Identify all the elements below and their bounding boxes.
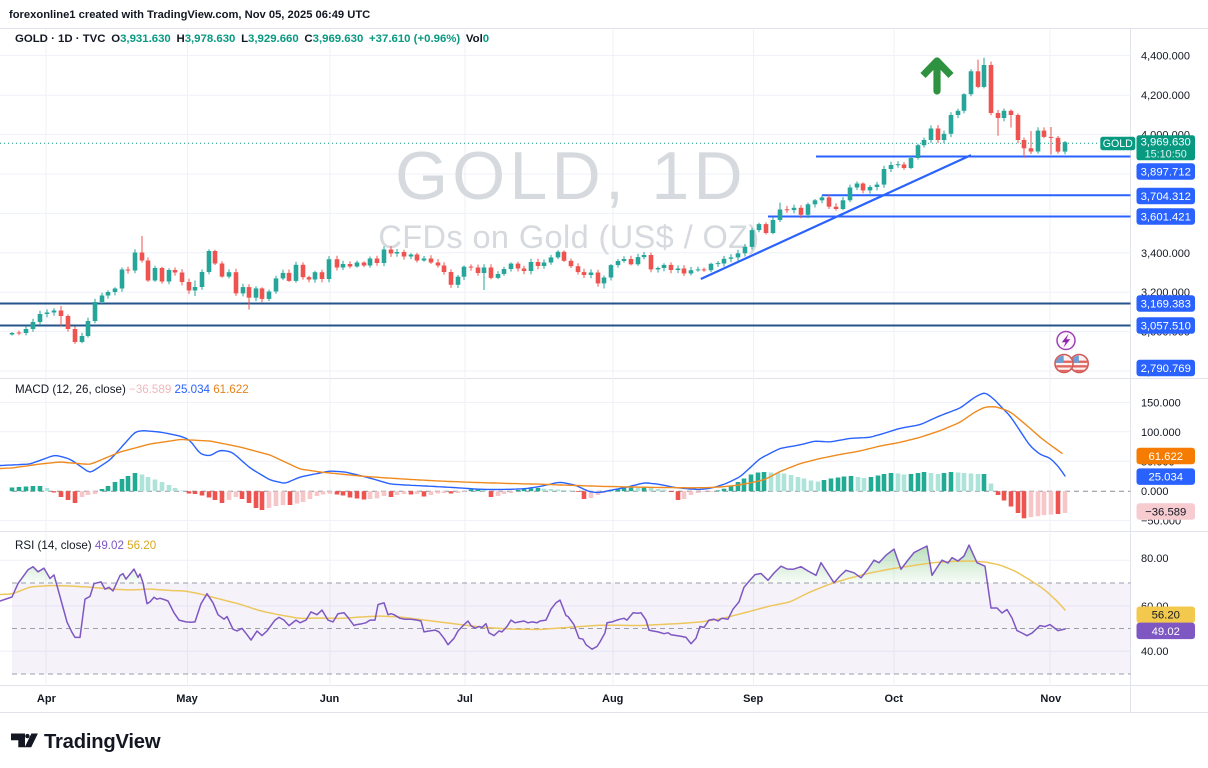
svg-text:2,790.769: 2,790.769	[1141, 363, 1191, 375]
svg-text:80.00: 80.00	[1141, 553, 1169, 565]
svg-text:TradingView: TradingView	[44, 731, 161, 753]
svg-text:3,400.000: 3,400.000	[1141, 248, 1190, 260]
svg-text:Sep: Sep	[743, 693, 763, 705]
svg-text:150.000: 150.000	[1141, 398, 1181, 410]
svg-text:0.000: 0.000	[1141, 486, 1169, 498]
svg-text:15:10:50: 15:10:50	[1145, 148, 1187, 160]
svg-text:100.000: 100.000	[1141, 427, 1181, 439]
svg-text:GOLD · 1D · TVC O3,931.630 H3,: GOLD · 1D · TVC O3,931.630 H3,978.630 L3…	[15, 33, 489, 45]
svg-text:−36.589: −36.589	[1145, 507, 1186, 519]
svg-text:3,969.630: 3,969.630	[1141, 137, 1191, 149]
svg-text:GOLD: GOLD	[1103, 138, 1133, 150]
svg-text:Jun: Jun	[320, 693, 340, 705]
svg-text:CFDs on Gold (US$ / OZ): CFDs on Gold (US$ / OZ)	[378, 219, 759, 255]
svg-text:3,704.312: 3,704.312	[1141, 191, 1191, 203]
svg-text:Jul: Jul	[457, 693, 473, 705]
svg-text:MACD (12, 26, close) −36.589 2: MACD (12, 26, close) −36.589 25.034 61.6…	[15, 383, 249, 396]
svg-text:Nov: Nov	[1040, 693, 1062, 705]
svg-text:40.00: 40.00	[1141, 646, 1169, 658]
svg-text:4,400.000: 4,400.000	[1141, 51, 1190, 63]
svg-text:GOLD, 1D: GOLD, 1D	[395, 138, 747, 214]
svg-text:3,897.712: 3,897.712	[1141, 167, 1191, 179]
svg-text:61.622: 61.622	[1148, 451, 1183, 463]
svg-text:3,057.510: 3,057.510	[1141, 321, 1191, 333]
svg-text:4,200.000: 4,200.000	[1141, 90, 1190, 102]
svg-text:Apr: Apr	[37, 693, 57, 705]
svg-text:56.20: 56.20	[1152, 610, 1180, 622]
svg-text:49.02: 49.02	[1152, 626, 1180, 638]
svg-text:May: May	[176, 693, 198, 705]
svg-text:3,601.421: 3,601.421	[1141, 211, 1191, 223]
svg-text:RSI (14, close) 49.02 56.20: RSI (14, close) 49.02 56.20	[15, 539, 156, 552]
svg-text:25.034: 25.034	[1148, 472, 1183, 484]
svg-text:Oct: Oct	[885, 693, 904, 705]
svg-text:Aug: Aug	[602, 693, 623, 705]
svg-text:forexonline1 created with Trad: forexonline1 created with TradingView.co…	[9, 9, 370, 21]
svg-text:3,169.383: 3,169.383	[1141, 299, 1191, 311]
